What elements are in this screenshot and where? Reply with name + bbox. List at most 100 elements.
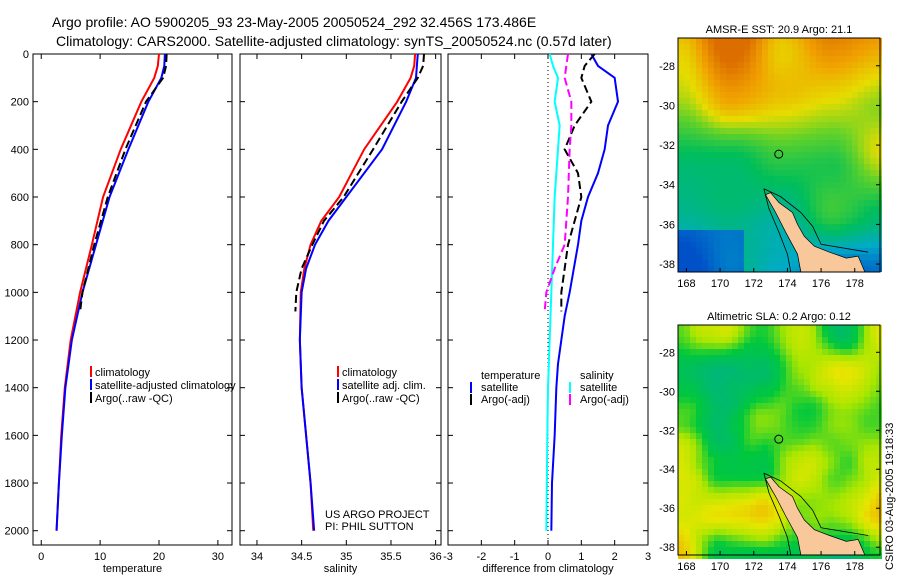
map-cell <box>798 98 804 104</box>
map-cell <box>702 236 708 242</box>
map-cell <box>804 200 810 206</box>
map-cell <box>696 68 702 74</box>
map-cell <box>678 547 684 553</box>
map-cell <box>864 463 870 469</box>
lon-tick-label: 168 <box>677 278 695 290</box>
map-cell <box>720 152 726 158</box>
map-cell <box>750 517 756 523</box>
map-cell <box>708 254 714 260</box>
map-cell <box>744 176 750 182</box>
map-cell <box>828 523 834 529</box>
map-cell <box>786 44 792 50</box>
map-cell <box>690 505 696 511</box>
map-cell <box>774 98 780 104</box>
map-cell <box>732 487 738 493</box>
map-cell <box>780 397 786 403</box>
map-cell <box>768 56 774 62</box>
map-cell <box>774 104 780 110</box>
map-cell <box>762 176 768 182</box>
map-cell <box>768 325 774 331</box>
map-cell <box>834 529 840 535</box>
map-cell <box>846 361 852 367</box>
map-cell <box>792 98 798 104</box>
map-cell <box>810 445 816 451</box>
map-cell <box>726 164 732 170</box>
map-cell <box>810 110 816 116</box>
map-cell <box>864 439 870 445</box>
map-cell <box>756 523 762 529</box>
map-cell <box>804 493 810 499</box>
map-cell <box>810 218 816 224</box>
map-cell <box>720 367 726 373</box>
map-cell <box>792 128 798 134</box>
map-cell <box>876 553 882 559</box>
map-cell <box>828 331 834 337</box>
map-cell <box>720 361 726 367</box>
map-cell <box>708 505 714 511</box>
map-cell <box>816 50 822 56</box>
map-cell <box>720 517 726 523</box>
map-cell <box>804 158 810 164</box>
map-cell <box>690 86 696 92</box>
map-cell <box>732 176 738 182</box>
title-line-2: Climatology: CARS2000. Satellite-adjuste… <box>56 33 612 49</box>
map-cell <box>678 230 684 236</box>
map-cell <box>810 182 816 188</box>
map-cell <box>714 68 720 74</box>
map-cell <box>720 421 726 427</box>
map-cell <box>720 212 726 218</box>
map-cell <box>732 140 738 146</box>
map-cell <box>870 50 876 56</box>
map-cell <box>732 475 738 481</box>
map-cell <box>714 439 720 445</box>
map-cell <box>684 266 690 272</box>
map-cell <box>828 415 834 421</box>
map-cell <box>780 529 786 535</box>
map-cell <box>846 433 852 439</box>
map-cell <box>756 475 762 481</box>
map-cell <box>756 547 762 553</box>
map-cell <box>858 92 864 98</box>
map-cell <box>804 391 810 397</box>
legend-label: climatology <box>95 367 151 379</box>
map-cell <box>696 62 702 68</box>
map-cell <box>840 56 846 62</box>
map-cell <box>726 445 732 451</box>
map-cell <box>678 523 684 529</box>
map-cell <box>858 337 864 343</box>
map-cell <box>876 409 882 415</box>
map-cell <box>762 200 768 206</box>
map-cell <box>858 152 864 158</box>
map-cell <box>720 463 726 469</box>
map-cell <box>846 140 852 146</box>
map-cell <box>720 439 726 445</box>
map-cell <box>840 128 846 134</box>
map-cell <box>840 116 846 122</box>
map-cell <box>864 230 870 236</box>
map-cell <box>786 487 792 493</box>
map-cell <box>864 403 870 409</box>
map-cell <box>804 74 810 80</box>
map-cell <box>870 385 876 391</box>
map-cell <box>708 553 714 559</box>
map-cell <box>792 337 798 343</box>
map-cell <box>684 367 690 373</box>
lon-tick-label: 170 <box>711 278 729 290</box>
map-cell <box>810 427 816 433</box>
map-cell <box>822 397 828 403</box>
map-cell <box>678 349 684 355</box>
map-cell <box>750 80 756 86</box>
map-cell <box>714 349 720 355</box>
map-cell <box>816 104 822 110</box>
map-cell <box>684 200 690 206</box>
map-cell <box>858 529 864 535</box>
map-cell <box>876 517 882 523</box>
map-cell <box>684 188 690 194</box>
map-cell <box>696 331 702 337</box>
map-cell <box>804 218 810 224</box>
map-cell <box>840 200 846 206</box>
map-cell <box>690 541 696 547</box>
map-cell <box>690 236 696 242</box>
map-cell <box>780 56 786 62</box>
